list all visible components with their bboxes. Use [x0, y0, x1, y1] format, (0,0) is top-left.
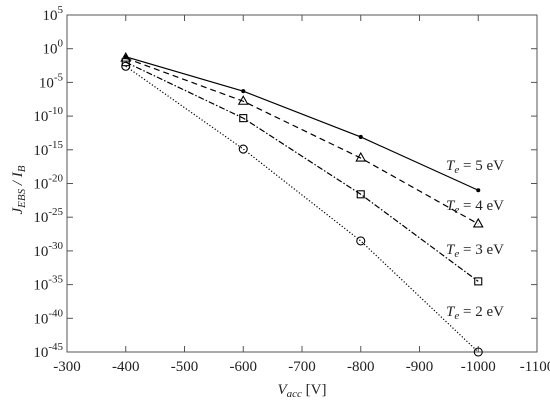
x-tick-label: -900 — [406, 359, 434, 375]
y-tick-label: 100 — [43, 38, 64, 58]
subscript: e — [454, 310, 459, 322]
tick-exponent: -35 — [48, 274, 63, 286]
point — [121, 61, 131, 71]
tick-exponent: -30 — [48, 240, 63, 252]
y-tick-label: 10-35 — [33, 274, 63, 294]
series-line — [125, 56, 479, 191]
point — [237, 95, 249, 105]
tick-exponent: 5 — [58, 4, 64, 16]
series-line — [125, 57, 479, 225]
point — [472, 217, 484, 228]
series-line — [125, 65, 479, 353]
text-part: = 4 eV — [459, 198, 504, 214]
plot-frame — [66, 14, 538, 353]
subscript: B — [16, 165, 28, 172]
text-part: = 3 eV — [459, 242, 504, 258]
x-tick-label: -500 — [171, 359, 199, 375]
subscript: e — [454, 248, 459, 260]
y-tick-label: 10-10 — [33, 105, 63, 125]
text-part: = 5 eV — [459, 158, 504, 174]
tick-exponent: 0 — [58, 38, 64, 50]
series-label: Te = 5 eV — [446, 158, 504, 176]
point — [239, 114, 248, 123]
x-tick-label: -300 — [53, 359, 81, 375]
point — [355, 151, 367, 162]
series-label: Te = 2 eV — [446, 304, 504, 322]
text-part: T — [446, 304, 456, 320]
series-label: Te = 4 eV — [446, 198, 504, 216]
text-part: T — [446, 158, 456, 174]
subscript: e — [454, 204, 459, 216]
tick-exponent: -45 — [48, 341, 63, 353]
x-tick-label: -700 — [288, 359, 316, 375]
text-part: T — [446, 198, 456, 214]
x-tick-label: -1000 — [461, 359, 496, 375]
point — [121, 58, 130, 67]
x-axis-label: Vacc [V] — [277, 382, 326, 400]
text-part: [V] — [302, 382, 327, 398]
text-part: V — [277, 382, 288, 398]
tick-exponent: -40 — [48, 307, 63, 319]
series-label: Te = 3 eV — [446, 242, 504, 260]
text-part: T — [446, 242, 456, 258]
y-tick-label: 10-20 — [33, 173, 63, 193]
subscript: acc — [287, 388, 302, 400]
y-tick-label: 10-30 — [33, 240, 63, 260]
y-tick-label: 10-40 — [33, 307, 63, 327]
point — [356, 190, 365, 199]
y-tick-label: 105 — [43, 4, 64, 24]
x-tick-label: -600 — [230, 359, 258, 375]
point — [356, 236, 366, 246]
x-tick-label: -400 — [112, 359, 140, 375]
x-tick-label: -1100 — [520, 359, 550, 375]
tick-exponent: -20 — [48, 173, 63, 185]
series-line — [125, 61, 479, 282]
point — [474, 277, 483, 286]
y-axis-label: JEBS / IB — [10, 165, 28, 214]
point — [476, 188, 481, 193]
y-tick-label: 10-15 — [33, 139, 63, 159]
y-tick-label: 10-5 — [39, 71, 64, 91]
point — [473, 347, 483, 357]
tick-exponent: -25 — [48, 206, 63, 218]
subscript: e — [454, 164, 459, 176]
y-tick-label: 10-45 — [33, 341, 63, 361]
text-part: J — [10, 207, 26, 215]
tick-exponent: -15 — [48, 139, 63, 151]
tick-exponent: -5 — [54, 71, 64, 83]
point — [241, 89, 246, 94]
text-part: = 2 eV — [459, 304, 504, 320]
subscript: EBS — [16, 188, 28, 208]
x-tick-label: -800 — [347, 359, 375, 375]
point — [120, 52, 132, 62]
text-part: / I — [10, 171, 26, 189]
point — [238, 144, 248, 154]
point — [358, 134, 363, 140]
tick-exponent: -10 — [48, 105, 63, 117]
y-tick-label: 10-25 — [33, 206, 63, 226]
